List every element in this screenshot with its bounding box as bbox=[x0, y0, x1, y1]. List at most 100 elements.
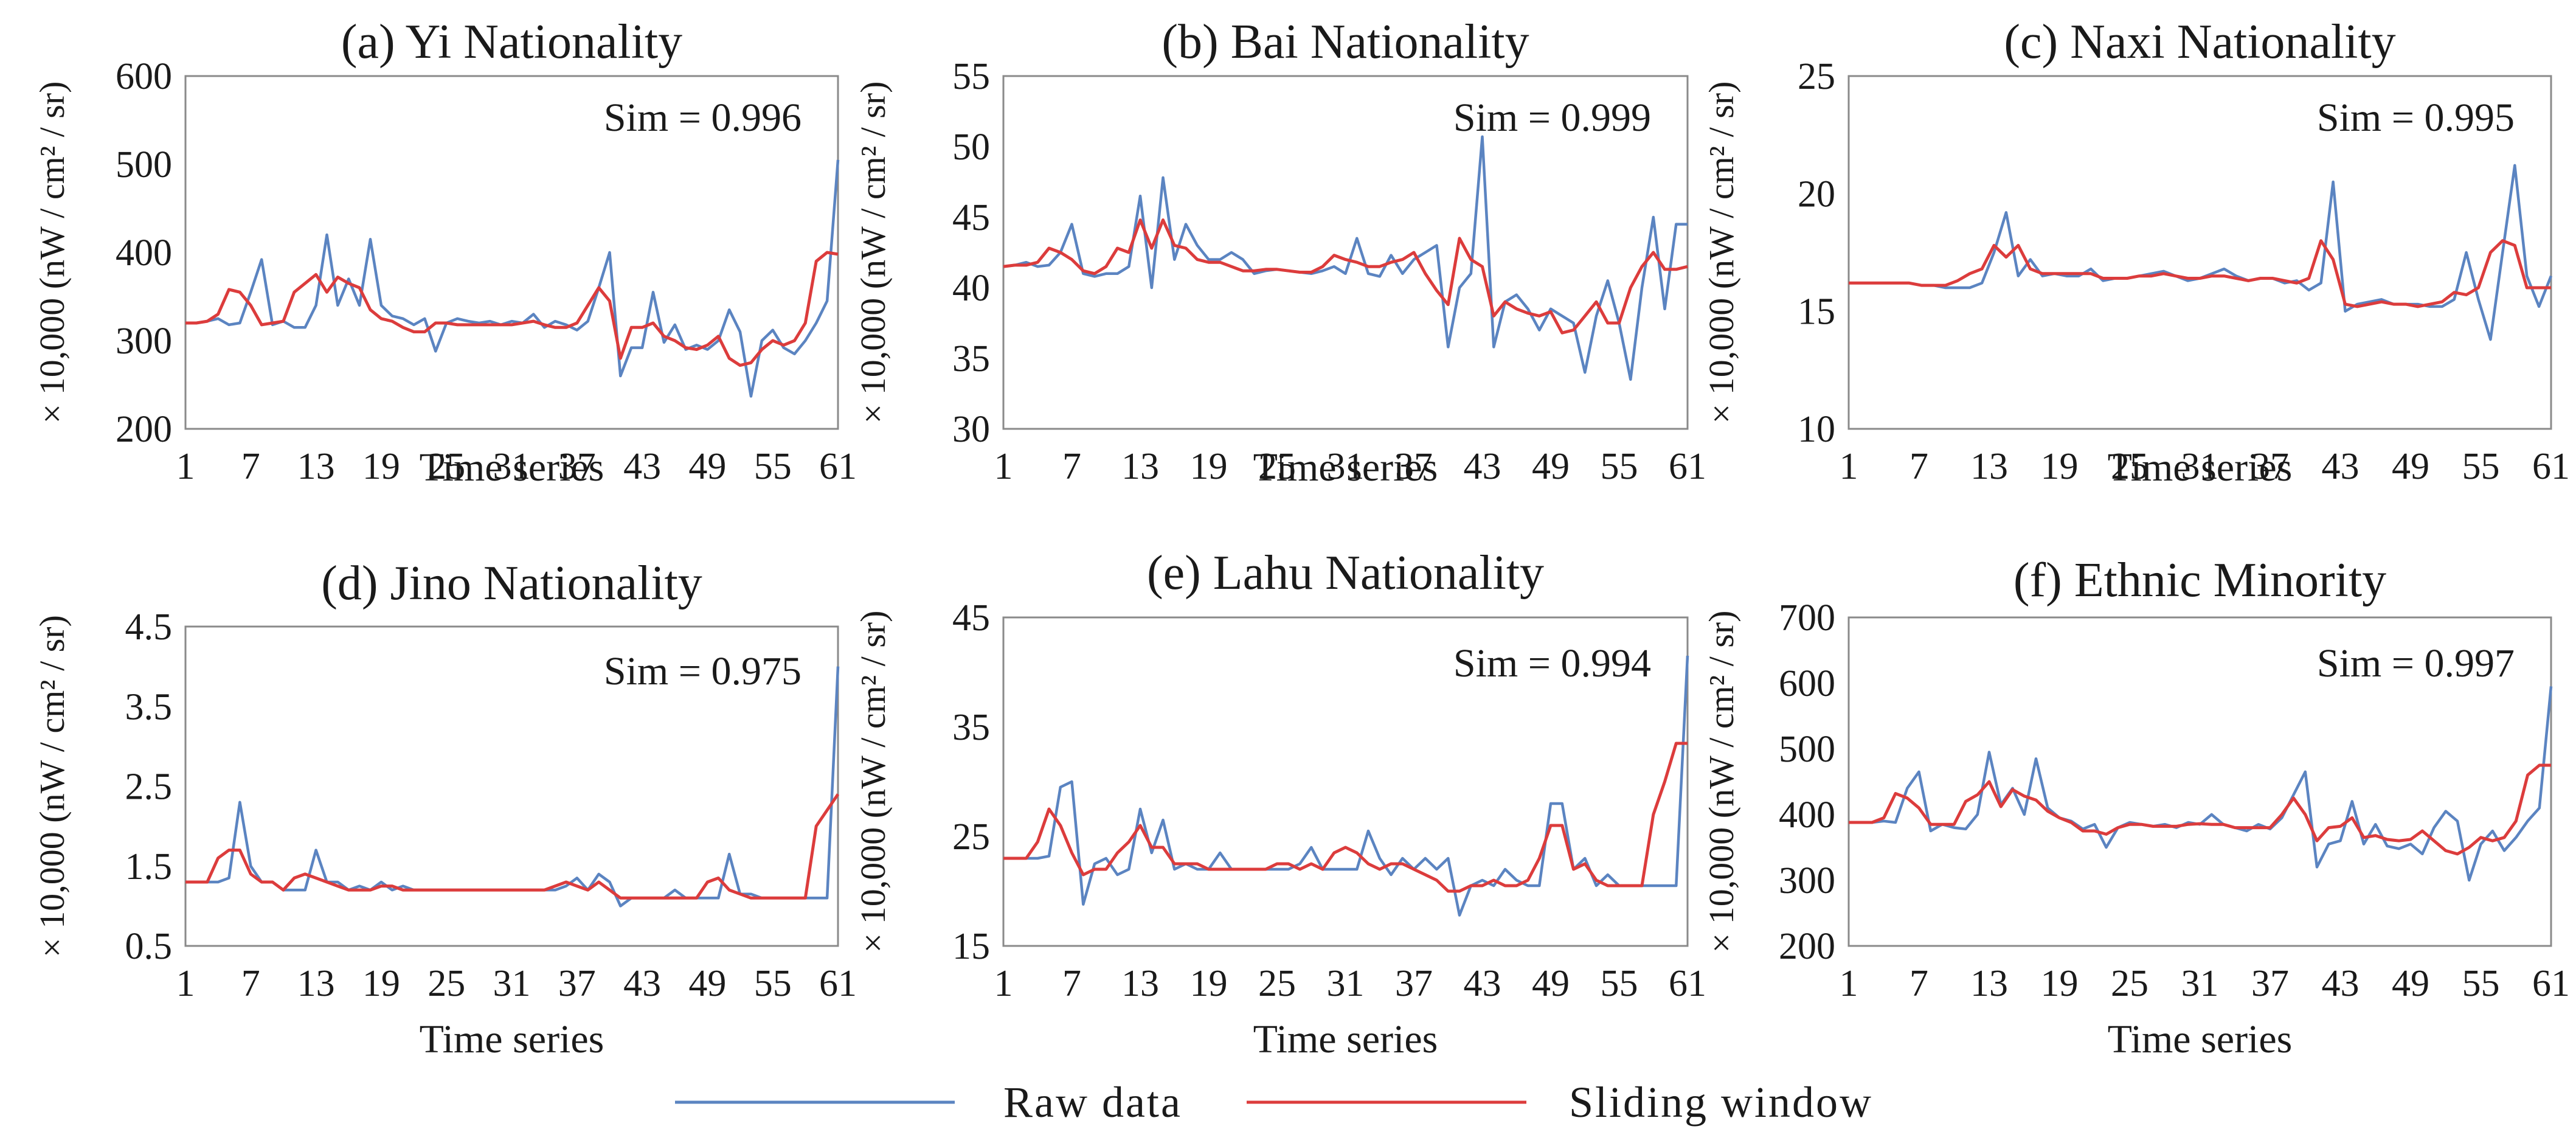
y-tick-label: 500 bbox=[1779, 729, 1835, 770]
x-tick-label: 1 bbox=[994, 963, 1013, 1004]
y-axis-label: × 10,000 (nW / cm² / sr) bbox=[1702, 611, 1741, 953]
sliding-window-line bbox=[1849, 763, 2551, 856]
x-axis-label: Time series bbox=[420, 445, 604, 490]
x-tick-label: 13 bbox=[297, 446, 335, 487]
x-tick-label: 1 bbox=[176, 446, 195, 487]
chart-title: (b) Bai Nationality bbox=[1162, 15, 1529, 69]
x-tick-label: 13 bbox=[1121, 446, 1159, 487]
x-tick-label: 31 bbox=[493, 446, 531, 487]
x-tick-label: 1 bbox=[994, 446, 1013, 487]
x-tick-label: 37 bbox=[2251, 446, 2289, 487]
x-tick-label: 37 bbox=[2251, 963, 2289, 1004]
y-axis-label: × 10,000 (nW / cm² / sr) bbox=[32, 615, 72, 957]
x-tick-label: 37 bbox=[558, 446, 596, 487]
x-tick-label: 61 bbox=[819, 963, 857, 1004]
x-tick-label: 25 bbox=[428, 446, 465, 487]
y-tick-label: 35 bbox=[952, 338, 990, 380]
y-tick-label: 40 bbox=[952, 268, 990, 309]
x-tick-label: 49 bbox=[2392, 446, 2429, 487]
y-tick-label: 300 bbox=[116, 321, 172, 362]
x-tick-label: 19 bbox=[1190, 963, 1228, 1004]
x-tick-label: 61 bbox=[2532, 446, 2570, 487]
y-tick-label: 30 bbox=[952, 409, 990, 450]
sliding-window-line bbox=[185, 793, 840, 900]
y-tick-label: 400 bbox=[1779, 794, 1835, 836]
x-tick-label: 31 bbox=[493, 963, 531, 1004]
panel-a: (a) Yi Nationality 200 300 400 500 600 1 7 13 19 2… bbox=[32, 15, 857, 490]
x-tick-label: 1 bbox=[1840, 446, 1858, 487]
y-tick-label: 45 bbox=[952, 597, 990, 639]
sim-annotation: Sim = 0.975 bbox=[604, 649, 802, 693]
x-tick-label: 61 bbox=[1669, 446, 1706, 487]
y-tick-label: 25 bbox=[952, 816, 990, 858]
x-tick-label: 7 bbox=[1062, 963, 1081, 1004]
chart-title: (f) Ethnic Minority bbox=[2013, 554, 2386, 607]
x-tick-label: 43 bbox=[1464, 446, 1501, 487]
x-tick-label: 37 bbox=[558, 963, 596, 1004]
y-axis-label: × 10,000 (nW / cm² / sr) bbox=[853, 82, 893, 424]
plot-frame bbox=[1847, 75, 2552, 430]
x-tick-label: 55 bbox=[1601, 963, 1638, 1004]
sim-annotation: Sim = 0.997 bbox=[2317, 641, 2515, 686]
y-tick-label: 600 bbox=[116, 56, 172, 97]
x-tick-label: 1 bbox=[176, 963, 195, 1004]
x-tick-label: 31 bbox=[2181, 446, 2219, 487]
plot-frame bbox=[1002, 616, 1689, 947]
y-tick-label: 2.5 bbox=[125, 766, 173, 808]
x-tick-label: 31 bbox=[2181, 963, 2219, 1004]
sim-annotation: Sim = 0.996 bbox=[604, 96, 802, 140]
x-tick-label: 49 bbox=[2392, 963, 2429, 1004]
x-tick-label: 7 bbox=[241, 446, 260, 487]
x-tick-label: 25 bbox=[428, 963, 465, 1004]
y-tick-label: 400 bbox=[116, 232, 172, 274]
y-tick-label: 25 bbox=[1798, 56, 1835, 97]
x-tick-label: 19 bbox=[1190, 446, 1228, 487]
sim-annotation: Sim = 0.994 bbox=[1453, 641, 1651, 686]
chart-title: (a) Yi Nationality bbox=[341, 15, 682, 69]
y-tick-label: 3.5 bbox=[125, 686, 173, 728]
y-tick-label: 55 bbox=[952, 56, 990, 97]
y-tick-label: 200 bbox=[116, 409, 172, 450]
x-axis-label: Time series bbox=[1253, 1017, 1438, 1061]
x-tick-label: 55 bbox=[2462, 963, 2500, 1004]
x-tick-label: 19 bbox=[362, 446, 400, 487]
x-tick-label: 43 bbox=[623, 963, 661, 1004]
sim-annotation: Sim = 0.995 bbox=[2317, 96, 2515, 140]
y-tick-label: 700 bbox=[1779, 597, 1835, 639]
panel-c: (c) Naxi Nationality 10 15 20 25 1 7 13 19 25 31 37… bbox=[1702, 15, 2570, 490]
y-tick-label: 600 bbox=[1779, 663, 1835, 704]
x-tick-label: 55 bbox=[754, 963, 792, 1004]
y-tick-label: 15 bbox=[1798, 291, 1835, 333]
legend-raw-label: Raw data bbox=[1003, 1078, 1182, 1127]
plot-frame bbox=[184, 625, 839, 947]
chart-title: (c) Naxi Nationality bbox=[2004, 15, 2395, 69]
x-tick-label: 61 bbox=[2532, 963, 2570, 1004]
x-tick-label: 37 bbox=[1395, 446, 1433, 487]
x-tick-label: 31 bbox=[1327, 446, 1365, 487]
y-tick-label: 20 bbox=[1798, 173, 1835, 215]
x-axis-label: Time series bbox=[1253, 445, 1438, 490]
y-tick-label: 300 bbox=[1779, 860, 1835, 902]
legend-sliding-label: Sliding window bbox=[1569, 1078, 1873, 1127]
chart-title: (e) Lahu Nationality bbox=[1147, 546, 1544, 600]
panel-e: (e) Lahu Nationality 15 25 35 45 1 7 13 19 25 31 37… bbox=[853, 546, 1706, 1061]
plot-frame bbox=[1002, 75, 1689, 430]
x-axis-label: Time series bbox=[2108, 445, 2293, 490]
x-tick-label: 19 bbox=[2041, 963, 2079, 1004]
y-tick-label: 50 bbox=[952, 127, 990, 168]
raw-data-line bbox=[1003, 135, 1688, 381]
sliding-window-line bbox=[185, 251, 839, 367]
x-tick-label: 13 bbox=[1121, 963, 1159, 1004]
x-tick-label: 13 bbox=[297, 963, 335, 1004]
y-tick-label: 1.5 bbox=[125, 846, 173, 888]
chart-title: (d) Jino Nationality bbox=[321, 557, 702, 610]
x-tick-label: 19 bbox=[2041, 446, 2079, 487]
x-tick-label: 37 bbox=[1395, 963, 1433, 1004]
raw-data-line bbox=[1003, 655, 1689, 917]
x-axis-label: Time series bbox=[420, 1017, 604, 1061]
sliding-window-line bbox=[1849, 239, 2551, 308]
x-tick-label: 49 bbox=[1532, 963, 1570, 1004]
y-tick-label: 200 bbox=[1779, 926, 1835, 967]
y-tick-label: 10 bbox=[1798, 409, 1835, 450]
